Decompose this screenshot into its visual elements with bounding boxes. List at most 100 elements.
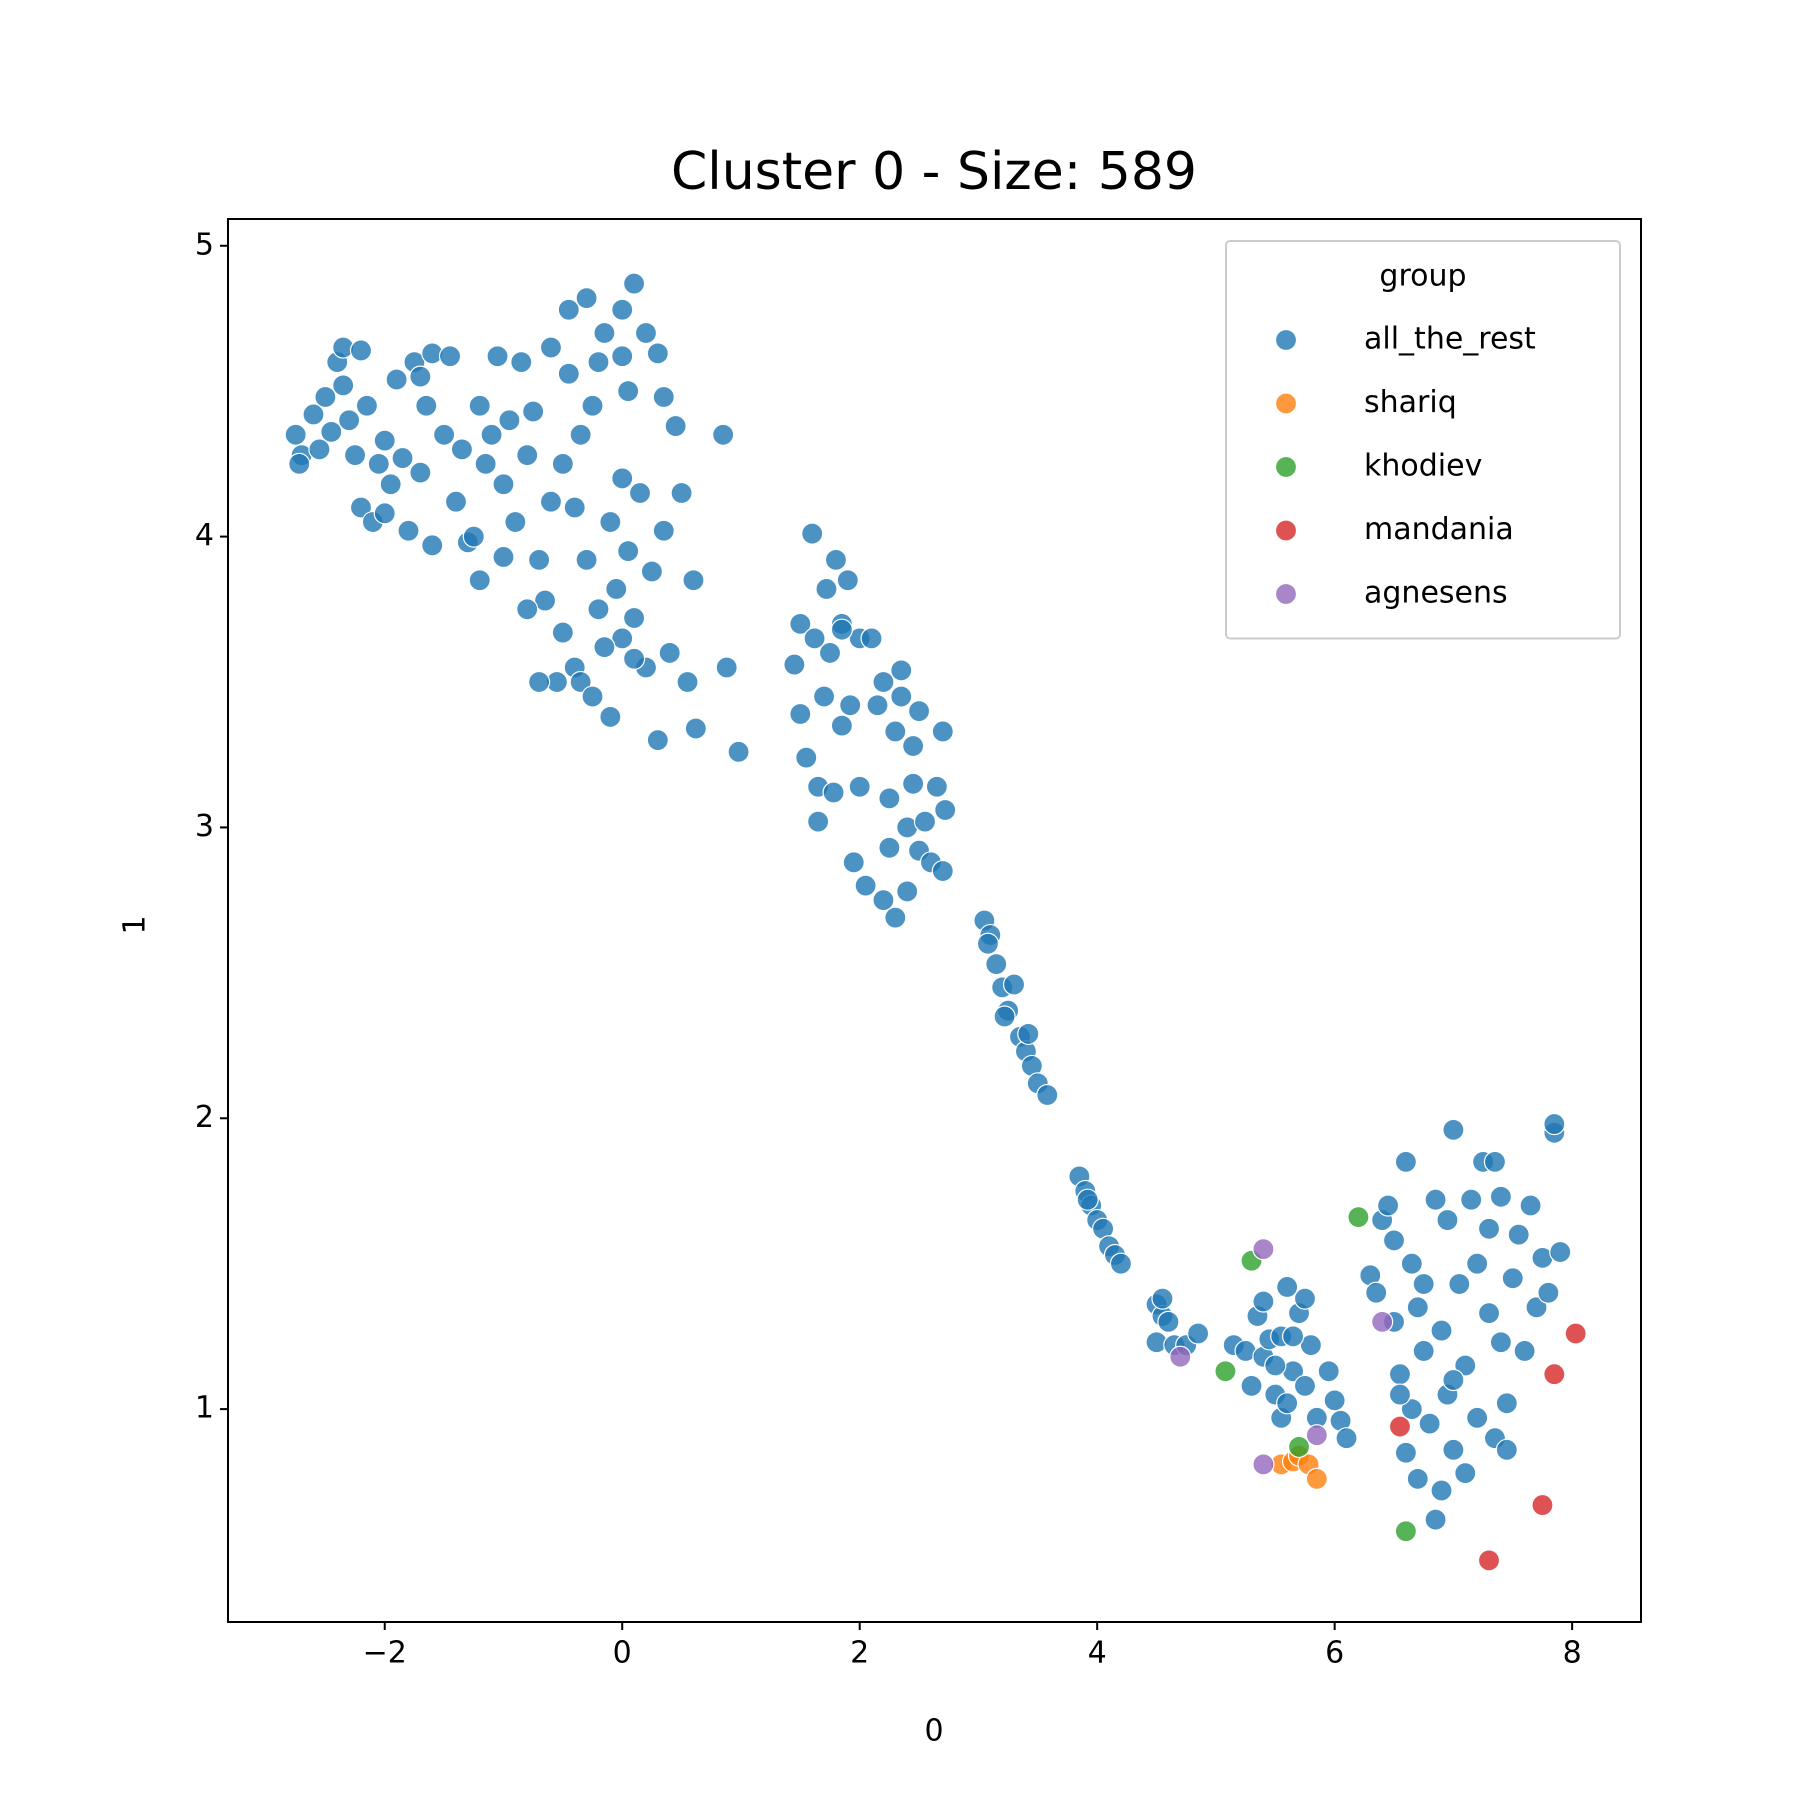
- point: [373, 502, 396, 525]
- point: [1424, 1188, 1447, 1211]
- point: [884, 906, 907, 929]
- point: [1519, 1194, 1542, 1217]
- point: [575, 548, 598, 571]
- point: [1388, 1383, 1412, 1406]
- point: [684, 717, 707, 740]
- point: [539, 336, 563, 359]
- point: [593, 321, 616, 345]
- point: [1293, 1374, 1317, 1397]
- point: [409, 461, 432, 484]
- point: [599, 510, 622, 534]
- point: [1323, 1389, 1346, 1412]
- point: [925, 775, 948, 798]
- point: [628, 481, 652, 505]
- legend-marker: [1274, 328, 1298, 352]
- point: [1394, 1150, 1417, 1173]
- point: [1418, 1412, 1441, 1435]
- point: [1448, 1272, 1471, 1296]
- legend-label: mandania: [1364, 512, 1514, 547]
- point: [801, 522, 824, 545]
- point: [818, 641, 842, 665]
- point: [468, 569, 491, 592]
- axes-frame: [227, 218, 1642, 1623]
- point: [575, 287, 598, 310]
- point: [1412, 1272, 1435, 1296]
- point: [415, 394, 438, 417]
- point: [332, 374, 355, 397]
- point: [676, 670, 699, 694]
- point: [1406, 1467, 1429, 1491]
- point: [931, 859, 954, 883]
- point: [890, 659, 913, 682]
- point: [1454, 1461, 1477, 1485]
- point: [913, 810, 937, 833]
- point: [611, 467, 634, 490]
- point: [1394, 1441, 1417, 1464]
- point: [527, 670, 551, 694]
- point: [1495, 1392, 1518, 1415]
- point: [1365, 1281, 1388, 1304]
- point: [839, 694, 862, 717]
- point: [1388, 1415, 1412, 1438]
- point: [1187, 1322, 1210, 1345]
- point: [884, 720, 907, 743]
- y-tick-label: 3: [195, 809, 214, 844]
- point: [1169, 1345, 1192, 1368]
- point: [664, 414, 687, 438]
- point: [634, 321, 658, 345]
- point: [385, 368, 408, 391]
- point: [1412, 1339, 1435, 1363]
- point: [510, 350, 533, 374]
- point: [1305, 1467, 1328, 1491]
- point: [367, 452, 390, 475]
- point: [1564, 1322, 1587, 1345]
- point: [1489, 1185, 1512, 1208]
- point: [516, 598, 539, 621]
- point: [569, 423, 592, 446]
- point: [421, 534, 444, 557]
- point: [302, 403, 325, 426]
- y-tick-label: 1: [195, 1391, 214, 1426]
- point: [1157, 1310, 1180, 1333]
- point: [1376, 1194, 1400, 1217]
- point: [611, 298, 634, 321]
- point: [646, 342, 669, 365]
- point: [815, 577, 838, 601]
- point: [1214, 1360, 1237, 1383]
- point: [379, 473, 402, 496]
- point: [438, 345, 462, 368]
- point: [1264, 1354, 1287, 1377]
- point: [1454, 1354, 1477, 1377]
- x-tick-label: −2: [363, 1636, 407, 1671]
- point: [976, 932, 1000, 955]
- point: [1388, 1363, 1412, 1386]
- point: [338, 409, 361, 432]
- point: [640, 560, 664, 583]
- point: [504, 510, 527, 534]
- point: [934, 798, 957, 822]
- point: [1442, 1368, 1465, 1392]
- point: [522, 400, 545, 423]
- point: [1406, 1296, 1429, 1319]
- point: [931, 720, 954, 743]
- point: [1424, 1508, 1447, 1531]
- point: [854, 874, 877, 897]
- point: [1513, 1339, 1536, 1363]
- point: [480, 423, 503, 446]
- point: [658, 641, 681, 665]
- point: [622, 647, 646, 670]
- point: [1394, 1520, 1417, 1543]
- point: [617, 380, 640, 403]
- point: [1531, 1493, 1554, 1517]
- point: [1543, 1112, 1566, 1136]
- point: [450, 438, 474, 461]
- point: [1287, 1435, 1311, 1459]
- point: [896, 880, 919, 903]
- point: [599, 705, 622, 729]
- point: [1252, 1238, 1275, 1261]
- point: [563, 496, 586, 519]
- point: [1151, 1287, 1174, 1310]
- point: [533, 589, 557, 612]
- point: [1400, 1252, 1423, 1275]
